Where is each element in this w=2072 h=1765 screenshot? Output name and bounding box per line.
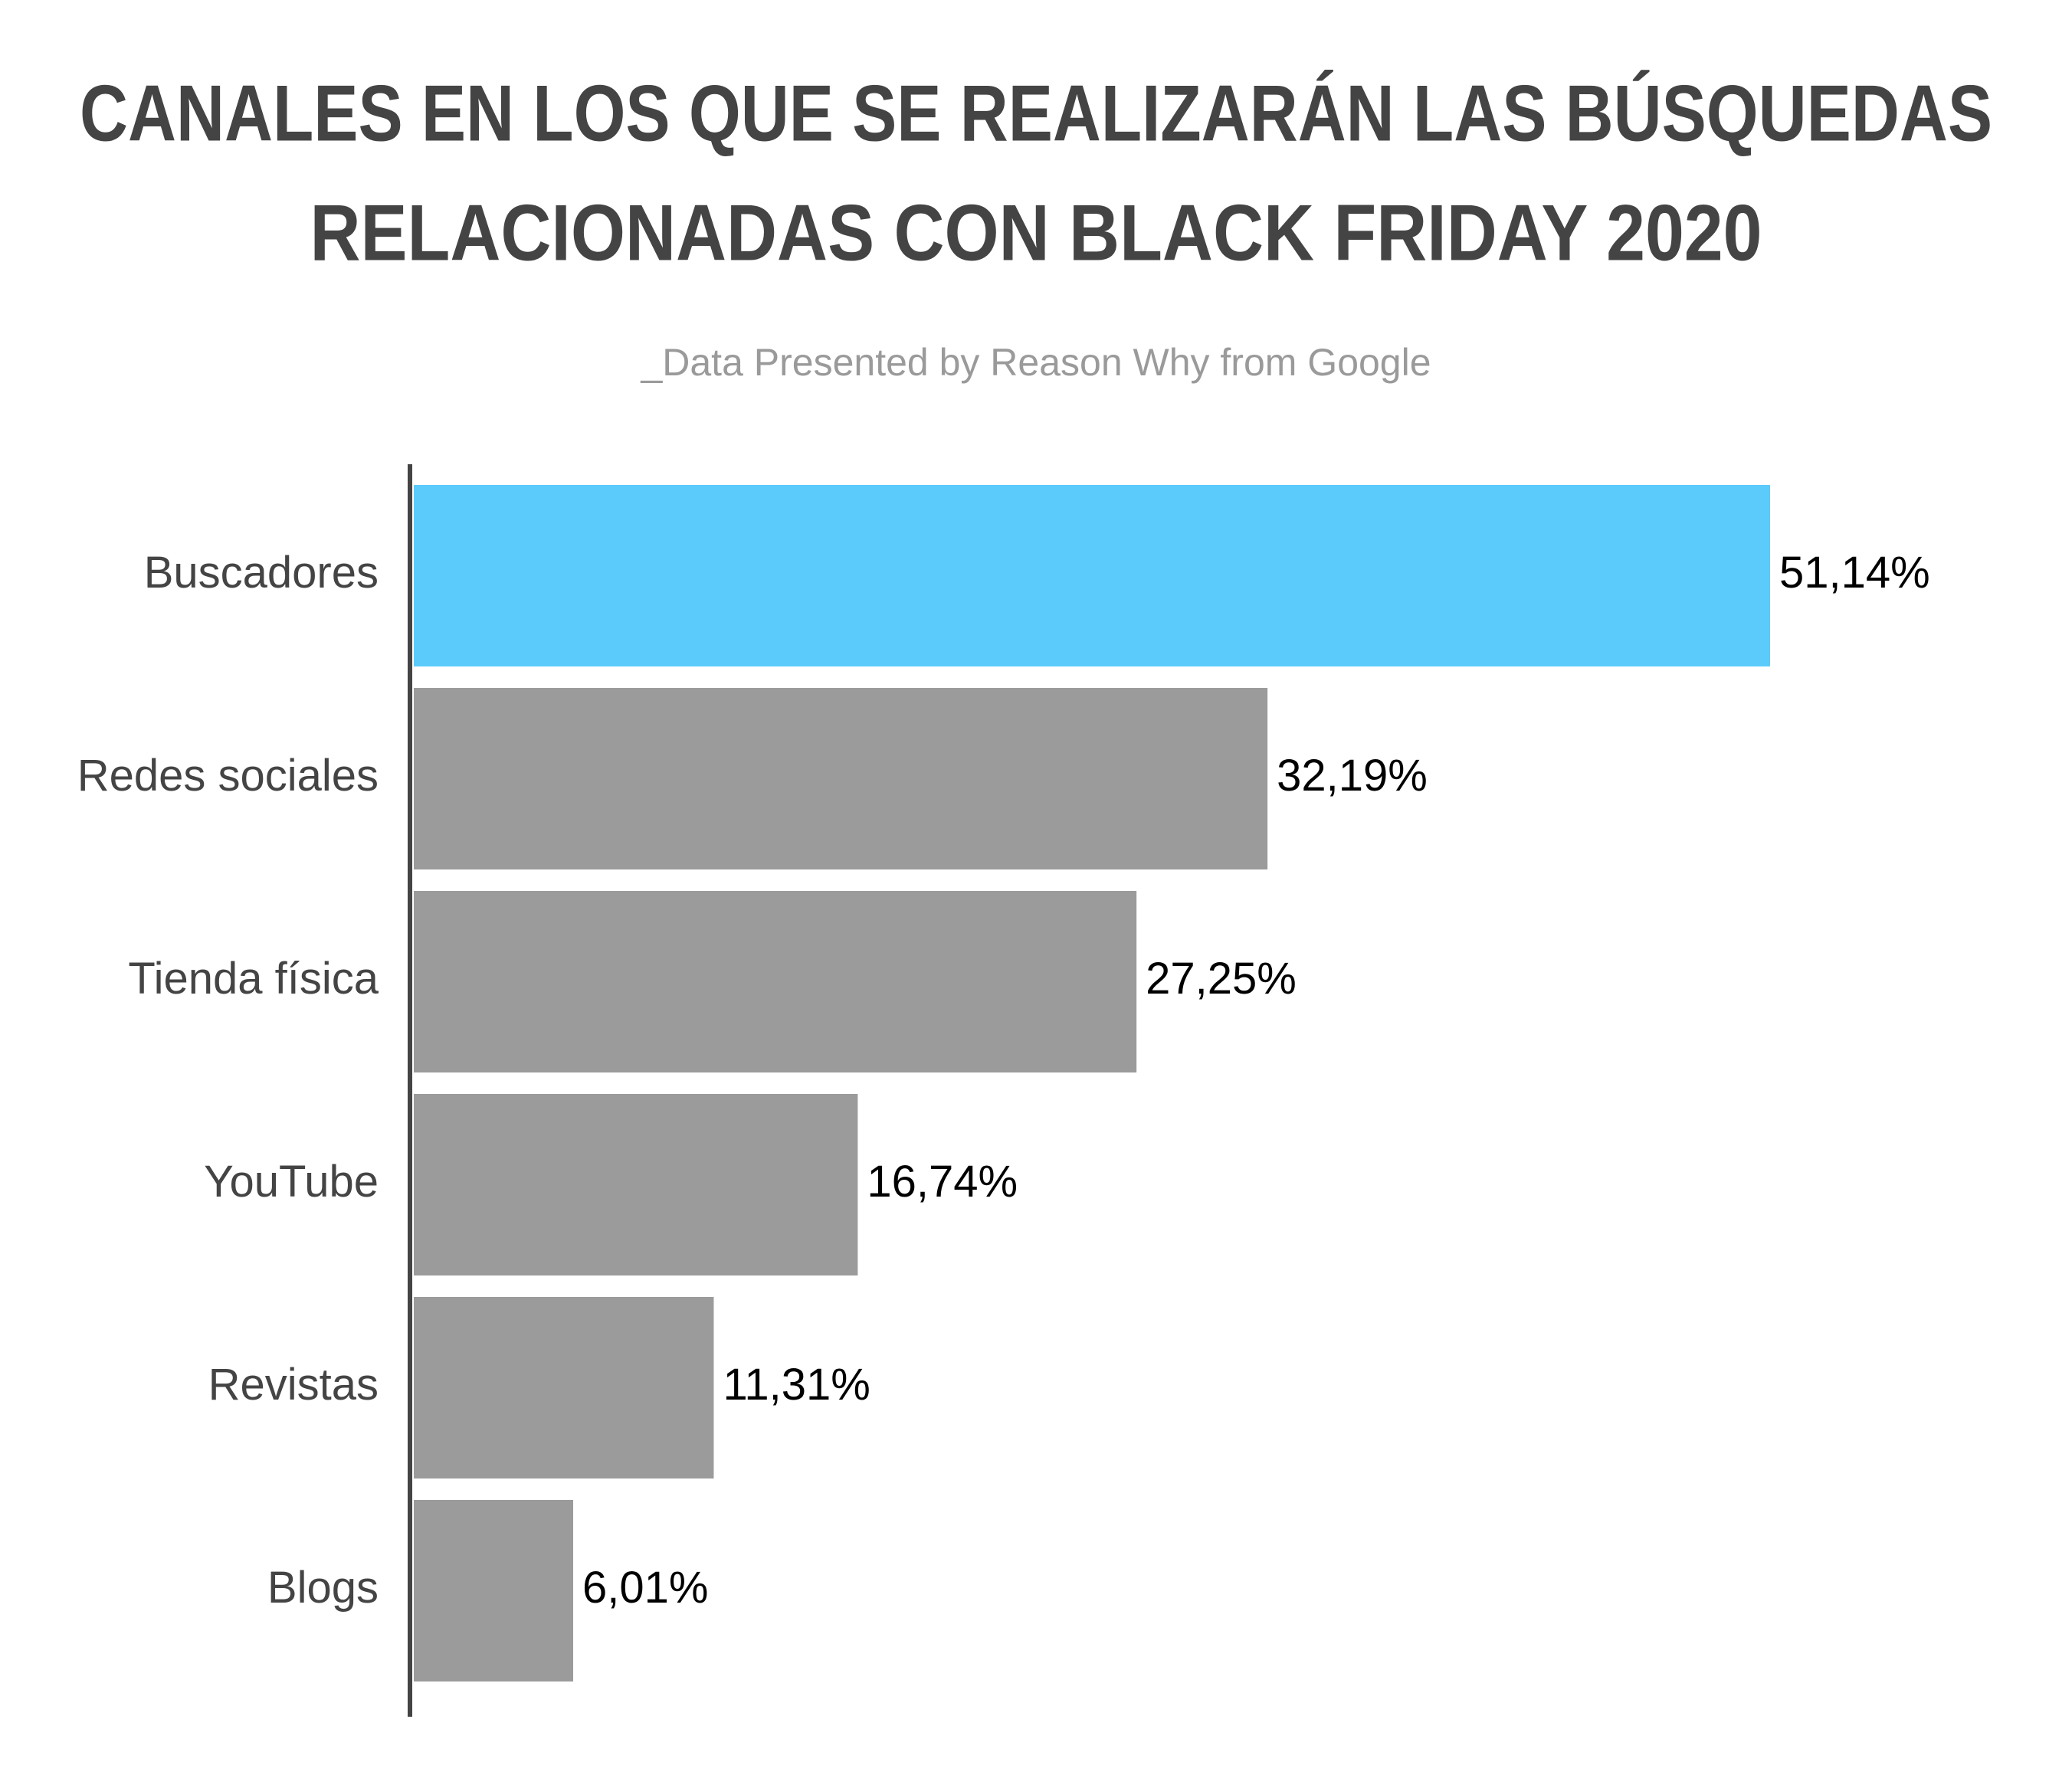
category-label: YouTube [204, 1157, 379, 1207]
category-label: Blogs [267, 1563, 379, 1613]
value-label: 27,25% [1146, 954, 1297, 1004]
bar [414, 1094, 858, 1275]
category-label: Revistas [208, 1360, 379, 1410]
category-label: Buscadores [144, 548, 379, 598]
value-label: 6,01% [582, 1563, 708, 1613]
chart-title: CANALES EN LOS QUE SE REALIZARÁN LAS BÚS… [80, 69, 1992, 158]
value-label: 11,31% [723, 1360, 870, 1410]
bar [414, 688, 1268, 869]
bar [414, 891, 1137, 1072]
bar [414, 485, 1770, 666]
category-label: Redes sociales [77, 751, 379, 801]
value-label: 16,74% [867, 1157, 1018, 1207]
chart-title: RELACIONADAS CON BLACK FRIDAY 2020 [310, 188, 1762, 277]
bar [414, 1297, 714, 1478]
chart-subtitle: _Data Presented by Reason Why from Googl… [640, 341, 1431, 384]
value-label: 32,19% [1277, 751, 1428, 801]
value-label: 51,14% [1779, 548, 1930, 598]
category-label: Tienda física [128, 954, 379, 1004]
bar [414, 1500, 574, 1681]
